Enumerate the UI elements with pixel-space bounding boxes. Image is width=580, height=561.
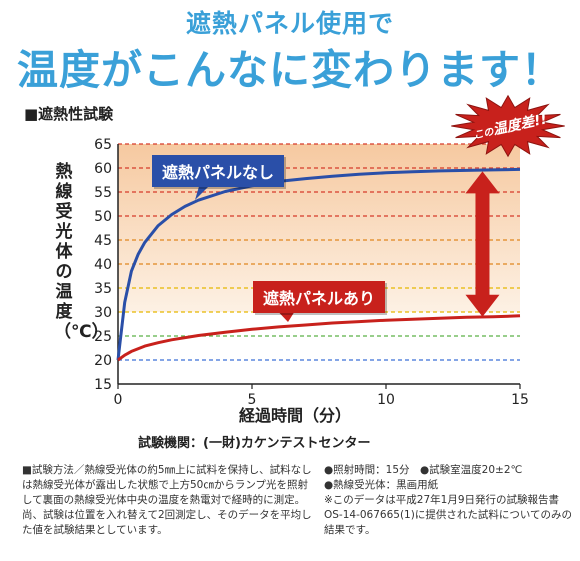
x-axis-label: 経過時間（分） <box>239 406 352 425</box>
y-axis-label: 熱線受光体の温度（℃） <box>54 162 109 342</box>
test-condition-notes: ●照射時間：15分 ●試験室温度20±2℃ ●熱線受光体：黒画用紙 ※このデータ… <box>324 463 574 538</box>
series-label-with-panel: 遮熱パネルあり <box>253 281 386 313</box>
headline-line1: 遮熱パネル使用で <box>185 9 394 38</box>
test-source: 試験機関：(一財)カケンテストセンター <box>138 436 371 451</box>
series-line-1 <box>117 314 521 362</box>
callout-pointer-without-panel <box>195 183 212 200</box>
test-method-notes: ■試験方法／熱線受光体の約5㎜上に試料を保持し、試料なしは熱線受光体が露出した状… <box>22 464 312 536</box>
x-tick-0: 0 <box>114 392 123 408</box>
note-receiver: ●熱線受光体：黒画用紙 <box>324 479 439 491</box>
x-tick-5: 5 <box>248 392 257 408</box>
burst-prefix: この <box>472 126 495 142</box>
y-tick-30: 30 <box>94 305 112 321</box>
y-tick-25: 25 <box>94 329 112 345</box>
y-tick-15: 15 <box>94 377 112 393</box>
temperature-difference-burst <box>451 94 565 158</box>
x-tick-15: 15 <box>511 392 529 408</box>
note-disclaimer: ※このデータは平成27年1月9日発行の試験報告書OS-14-067665(1)に… <box>324 494 573 536</box>
note-irradiation: ●照射時間：15分 ●試験室温度20±2℃ <box>324 464 523 476</box>
difference-arrow <box>465 171 500 317</box>
y-tick-55: 55 <box>94 185 112 201</box>
y-tick-60: 60 <box>94 161 112 177</box>
y-tick-40: 40 <box>94 257 112 273</box>
y-tick-20: 20 <box>94 353 112 369</box>
burst-icon <box>451 94 565 158</box>
series-label-without-panel: 遮熱パネルなし <box>152 155 285 187</box>
chart-tick-labels: 15 20 25 30 35 40 45 50 55 60 65 0 5 10 15 <box>94 137 529 408</box>
section-title: ■遮熱性試験 <box>24 105 114 123</box>
y-tick-35: 35 <box>94 281 112 297</box>
chart-axes <box>117 144 520 385</box>
headline-line2: 温度がこんなに変わります！ <box>17 46 563 94</box>
y-tick-50: 50 <box>94 209 112 225</box>
double-arrow-icon <box>465 171 500 317</box>
x-tick-10: 10 <box>377 392 395 408</box>
y-tick-45: 45 <box>94 233 112 249</box>
y-tick-65: 65 <box>94 137 112 153</box>
